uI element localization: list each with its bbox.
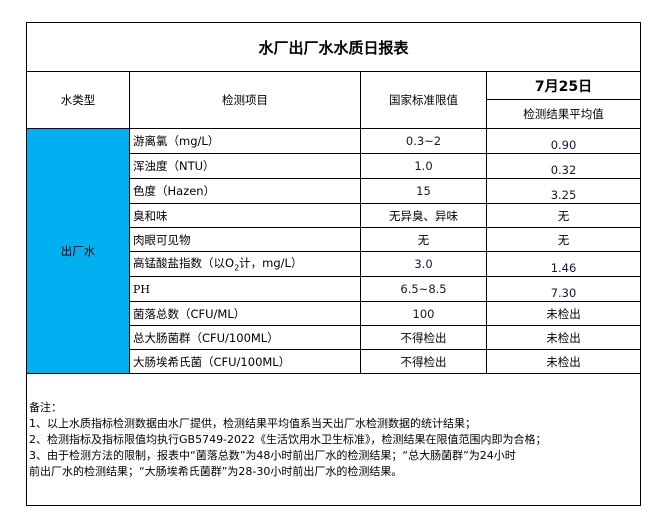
notes-line: 前出厂水的检测结果；“大肠埃希氏菌群”为28-30小时前出厂水的检测结果。 bbox=[29, 464, 403, 478]
standard-cell: 15 bbox=[360, 178, 487, 204]
standard-cell: 无异臭、异味 bbox=[360, 203, 487, 228]
item-cell: 色度（Hazen） bbox=[129, 178, 361, 204]
item-cell: 游离氯（mg/L） bbox=[129, 128, 361, 154]
result-cell: 未检出 bbox=[485, 325, 642, 350]
result-cell: 1.46 bbox=[485, 251, 642, 277]
table-row: 臭和味 无异臭、异味 无 bbox=[27, 203, 642, 228]
standard-cell: 100 bbox=[360, 301, 487, 326]
group-cell: 出厂水 bbox=[26, 128, 130, 374]
result-cell: 0.90 bbox=[485, 128, 642, 154]
item-cell: PH bbox=[129, 276, 361, 302]
item-cell: 臭和味 bbox=[129, 203, 361, 228]
table-row: 大肠埃希氏菌（CFU/100ML） 不得检出 未检出 bbox=[27, 349, 642, 374]
table-row: 总大肠菌群（CFU/100ML） 不得检出 未检出 bbox=[27, 325, 642, 350]
header-water-type: 水类型 bbox=[26, 71, 130, 129]
water-quality-report-table: 水厂出厂水水质日报表 水类型 检测项目 国家标准限值 7月25日 检测结果平均值… bbox=[25, 22, 642, 506]
standard-cell: 6.5~8.5 bbox=[360, 276, 487, 302]
notes-heading: 备注： bbox=[29, 400, 62, 414]
standard-cell: 0.3~2 bbox=[360, 128, 487, 154]
result-cell: 0.32 bbox=[485, 153, 642, 179]
notes-section: 备注： 1、以上水质指标检测数据由水厂提供，检测结果平均值系当天出厂水检测数据的… bbox=[25, 373, 642, 506]
report-title: 水厂出厂水水质日报表 bbox=[25, 22, 642, 72]
result-cell: 7.30 bbox=[485, 276, 642, 302]
table-row: 色度（Hazen） 15 3.25 bbox=[27, 178, 642, 204]
item-text: 高锰酸盐指数（以O bbox=[133, 256, 235, 271]
result-cell: 3.25 bbox=[485, 178, 642, 204]
header-date: 7月25日 bbox=[485, 71, 642, 100]
header-result: 检测结果平均值 bbox=[485, 99, 642, 129]
item-cell: 大肠埃希氏菌（CFU/100ML） bbox=[129, 349, 361, 374]
standard-cell: 不得检出 bbox=[360, 349, 487, 374]
result-cell: 无 bbox=[485, 203, 642, 228]
result-cell: 未检出 bbox=[485, 301, 642, 326]
notes-line: 2、检测指标及指标限值均执行GB5749-2022《生活饮用水卫生标准》，检测结… bbox=[29, 432, 547, 446]
standard-cell: 1.0 bbox=[360, 153, 487, 179]
table-row: 浑浊度（NTU） 1.0 0.32 bbox=[27, 153, 642, 179]
header-standard: 国家标准限值 bbox=[360, 71, 487, 129]
item-cell: 总大肠菌群（CFU/100ML） bbox=[129, 325, 361, 350]
notes-line: 1、以上水质指标检测数据由水厂提供，检测结果平均值系当天出厂水检测数据的统计结果… bbox=[29, 416, 476, 430]
notes-line: 3、由于检测方法的限制，报表中“菌落总数”为48小时前出厂水的检测结果；“总大肠… bbox=[29, 448, 516, 462]
table-row: 出厂水 游离氯（mg/L） 0.3~2 0.90 bbox=[26, 128, 642, 374]
item-cell: 肉眼可见物 bbox=[129, 227, 361, 252]
result-cell: 未检出 bbox=[485, 349, 642, 374]
result-cell: 无 bbox=[485, 227, 642, 252]
item-cell: 浑浊度（NTU） bbox=[129, 153, 361, 179]
item-text: 计，mg/L） bbox=[239, 256, 303, 271]
standard-cell: 不得检出 bbox=[360, 325, 487, 350]
item-cell: 菌落总数（CFU/ML） bbox=[129, 301, 361, 326]
standard-cell: 3.0 bbox=[360, 251, 487, 277]
table-row: 肉眼可见物 无 无 bbox=[27, 227, 642, 252]
table-row: 菌落总数（CFU/ML） 100 未检出 bbox=[27, 301, 642, 326]
header-item: 检测项目 bbox=[129, 71, 361, 129]
table-row: 高锰酸盐指数（以O2计，mg/L） 3.0 1.46 bbox=[27, 251, 642, 277]
item-cell: 高锰酸盐指数（以O2计，mg/L） bbox=[129, 251, 361, 277]
standard-cell: 无 bbox=[360, 227, 487, 252]
item-subscript: 2 bbox=[234, 263, 240, 273]
